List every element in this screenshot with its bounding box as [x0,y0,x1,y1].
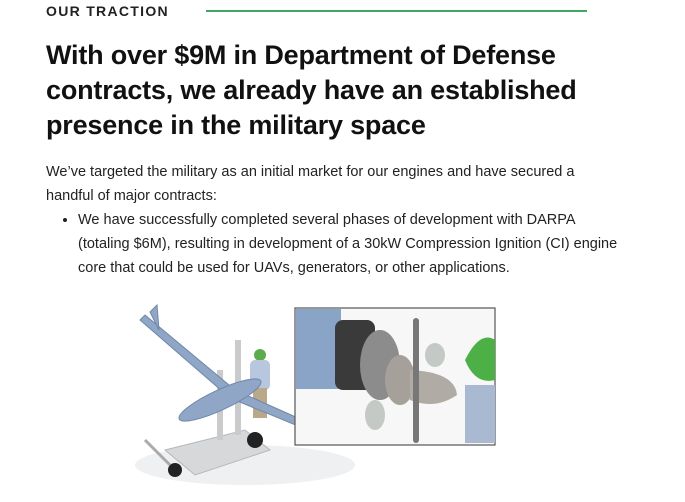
section-divider [206,10,587,12]
uav-and-engine-illustration [135,303,496,485]
section-eyebrow: OUR TRACTION [46,3,169,19]
intro-paragraph: We’ve targeted the military as an initia… [46,164,575,204]
page-headline: With over $9M in Department of Defense c… [46,40,577,140]
engine-inset [294,307,496,446]
list-item: We have successfully completed several p… [78,208,618,280]
contract-list: We have successfully completed several p… [46,208,618,280]
